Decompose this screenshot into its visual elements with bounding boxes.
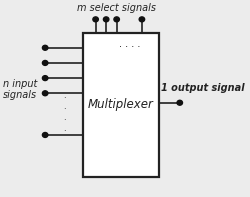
Circle shape — [139, 17, 145, 22]
Circle shape — [42, 133, 48, 138]
Text: n input
signals: n input signals — [3, 79, 37, 100]
Text: Multiplexer: Multiplexer — [88, 98, 154, 111]
Circle shape — [42, 91, 48, 96]
Circle shape — [177, 100, 182, 105]
Circle shape — [42, 60, 48, 65]
Text: 1 output signal: 1 output signal — [161, 83, 244, 93]
Circle shape — [104, 17, 109, 22]
Bar — [83, 33, 159, 177]
Circle shape — [114, 17, 119, 22]
Circle shape — [42, 76, 48, 81]
Text: . . . .: . . . . — [118, 39, 140, 49]
Circle shape — [93, 17, 98, 22]
Text: m select signals: m select signals — [77, 3, 156, 13]
Circle shape — [42, 45, 48, 50]
Text: .
.
.
.: . . . . — [63, 91, 66, 133]
